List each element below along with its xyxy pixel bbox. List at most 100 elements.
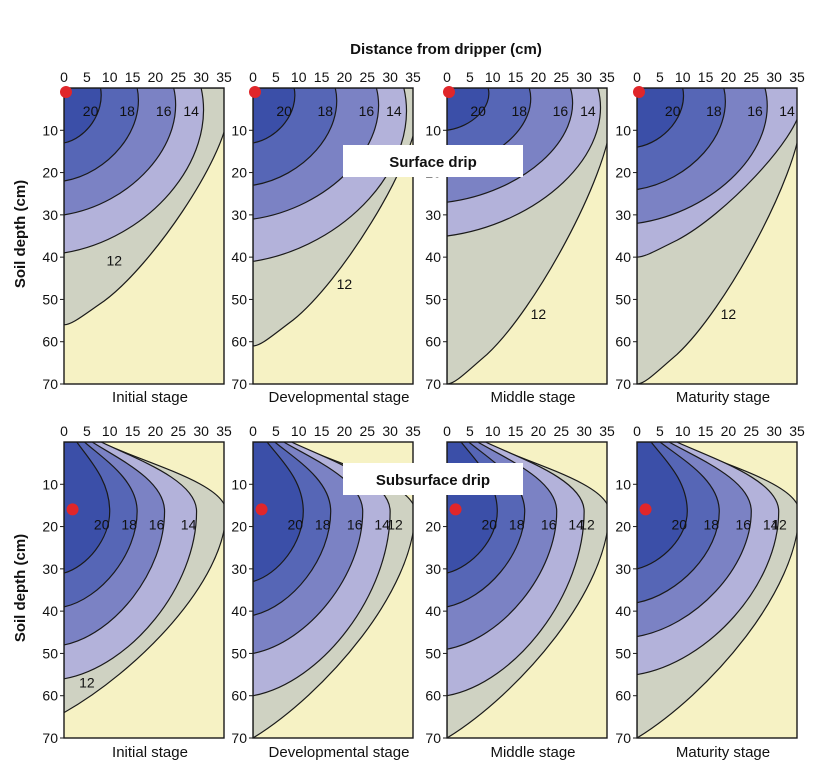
x-tick-label: 10 xyxy=(102,423,118,439)
x-tick-label: 0 xyxy=(443,423,451,439)
x-tick-label: 30 xyxy=(576,423,592,439)
x-tick-label: 0 xyxy=(443,69,451,85)
dripper-marker xyxy=(633,86,645,98)
y-tick-label: 70 xyxy=(231,376,247,392)
x-tick-label: 5 xyxy=(83,69,91,85)
contour-20 xyxy=(64,442,111,574)
y-tick-label: 20 xyxy=(425,519,441,535)
row-title-box xyxy=(343,463,523,495)
y-tick-label: 60 xyxy=(615,334,631,350)
y-tick-label: 20 xyxy=(42,165,58,181)
contour-label: 20 xyxy=(94,516,110,532)
contour-label: 18 xyxy=(121,516,137,532)
x-tick-label: 20 xyxy=(721,423,737,439)
dripper-marker xyxy=(66,503,79,516)
contour-20 xyxy=(64,88,102,144)
x-tick-label: 30 xyxy=(766,423,782,439)
y-tick-label: 70 xyxy=(615,730,631,746)
stage-label: Middle stage xyxy=(490,389,575,406)
y-tick-label: 40 xyxy=(42,249,58,265)
x-tick-label: 5 xyxy=(272,69,280,85)
contour-label: 16 xyxy=(359,103,375,119)
x-tick-label: 5 xyxy=(656,69,664,85)
panel-frame xyxy=(446,441,608,739)
contour-label: 16 xyxy=(541,516,557,532)
y-tick-label: 30 xyxy=(42,561,58,577)
x-tick-label: 20 xyxy=(531,423,547,439)
y-tick-label: 40 xyxy=(231,603,247,619)
x-tick-label: 10 xyxy=(291,69,307,85)
y-tick-label: 10 xyxy=(42,476,58,492)
x-tick-label: 20 xyxy=(337,423,353,439)
x-tick-label: 20 xyxy=(721,69,737,85)
x-tick-label: 10 xyxy=(102,69,118,85)
x-tick-label: 10 xyxy=(675,423,691,439)
stage-label: Maturity stage xyxy=(676,744,770,761)
y-tick-label: 60 xyxy=(615,688,631,704)
y-tick-label: 20 xyxy=(615,519,631,535)
x-tick-label: 5 xyxy=(466,423,474,439)
contour-panel: 20 18 16 14 12 xyxy=(249,86,414,385)
x-tick-label: 0 xyxy=(60,423,68,439)
x-tick-label: 35 xyxy=(216,69,232,85)
contour-label: 12 xyxy=(771,516,787,532)
contour-label: 14 xyxy=(374,516,390,532)
x-tick-label: 15 xyxy=(314,69,330,85)
x-tick-label: 0 xyxy=(633,69,641,85)
y-tick-label: 20 xyxy=(615,165,631,181)
contour-label: 20 xyxy=(276,103,292,119)
y-tick-label: 50 xyxy=(231,645,247,661)
row-title-box xyxy=(343,145,523,177)
x-tick-label: 20 xyxy=(148,69,164,85)
y-tick-label: 20 xyxy=(231,519,247,535)
x-tick-label: 30 xyxy=(382,69,398,85)
y-tick-label: 10 xyxy=(615,122,631,138)
y-tick-label: 10 xyxy=(231,122,247,138)
x-tick-label: 20 xyxy=(337,69,353,85)
y-tick-label: 10 xyxy=(615,476,631,492)
dripper-marker xyxy=(60,86,72,98)
contour-label: 18 xyxy=(119,103,135,119)
contour-20 xyxy=(637,88,685,148)
x-tick-label: 15 xyxy=(125,69,141,85)
y-tick-label: 10 xyxy=(231,476,247,492)
row-title: Surface drip xyxy=(389,154,477,171)
y-tick-label: 30 xyxy=(231,561,247,577)
x-tick-label: 15 xyxy=(125,423,141,439)
y-tick-label: 40 xyxy=(231,249,247,265)
x-tick-label: 15 xyxy=(698,423,714,439)
y-tick-label: 40 xyxy=(615,603,631,619)
y-tick-label: 30 xyxy=(615,561,631,577)
contour-label: 18 xyxy=(509,516,525,532)
y-tick-label: 70 xyxy=(231,730,247,746)
y-axis-title-surface: Soil depth (cm) xyxy=(12,180,29,288)
x-tick-label: 25 xyxy=(359,69,375,85)
contour-panel: 20 18 16 14 12 xyxy=(633,86,798,385)
x-tick-label: 10 xyxy=(485,69,501,85)
contour-20 xyxy=(253,442,304,583)
x-tick-label: 10 xyxy=(485,423,501,439)
contour-label: 12 xyxy=(579,516,595,532)
contour-label: 20 xyxy=(665,103,681,119)
stage-label: Developmental stage xyxy=(269,389,410,406)
contour-panel: 20 18 16 14 12 xyxy=(63,441,225,739)
x-tick-label: 35 xyxy=(789,423,805,439)
top-x-axis-title: Distance from dripper (cm) xyxy=(350,41,542,58)
contour-label: 18 xyxy=(315,516,331,532)
contour-label: 14 xyxy=(386,103,402,119)
y-tick-label: 20 xyxy=(42,519,58,535)
y-tick-label: 10 xyxy=(42,122,58,138)
x-tick-label: 10 xyxy=(675,69,691,85)
stage-label: Maturity stage xyxy=(676,389,770,406)
x-tick-label: 5 xyxy=(272,423,280,439)
panel-frame xyxy=(252,441,414,739)
x-tick-label: 30 xyxy=(193,423,209,439)
y-tick-label: 50 xyxy=(425,645,441,661)
x-tick-label: 20 xyxy=(531,69,547,85)
contour-label: 16 xyxy=(747,103,763,119)
y-tick-label: 50 xyxy=(42,645,58,661)
y-tick-label: 60 xyxy=(231,334,247,350)
x-tick-label: 25 xyxy=(553,69,569,85)
x-tick-label: 30 xyxy=(576,69,592,85)
